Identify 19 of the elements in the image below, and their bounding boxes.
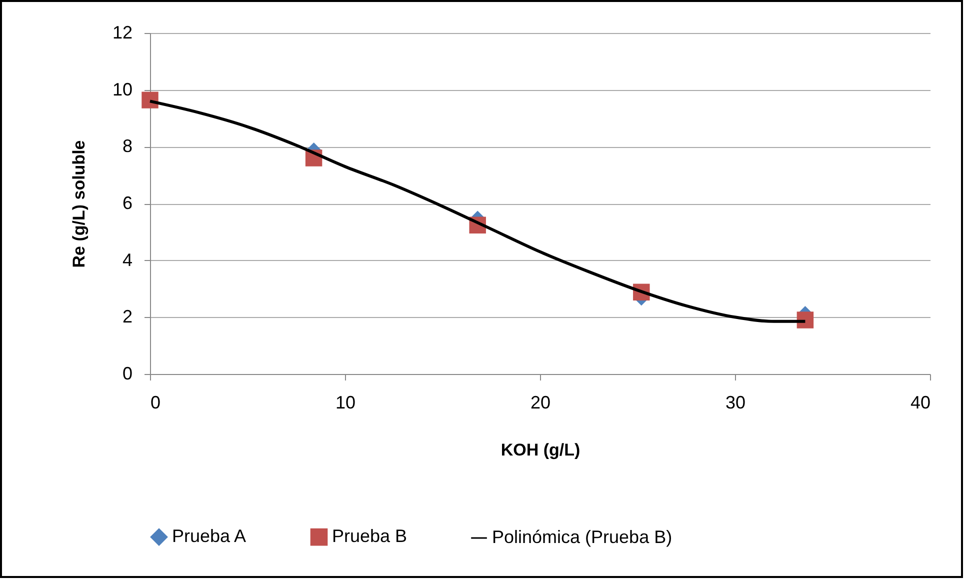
y-tick-label: 8 <box>122 136 132 156</box>
y-tick-label: 0 <box>122 364 132 384</box>
point <box>142 92 158 108</box>
legend-label: Polinómica (Prueba B) <box>492 527 672 547</box>
y-tick-label: 4 <box>122 250 132 270</box>
x-tick-label: 20 <box>530 392 551 412</box>
x-tick-label: 0 <box>150 392 161 412</box>
x-axis-title: KOH (g/L) <box>500 440 580 460</box>
y-tick-label: 12 <box>112 22 132 42</box>
x-tick-label: 30 <box>725 392 746 412</box>
x-tick-label: 40 <box>910 392 930 412</box>
legend-label: Prueba A <box>172 526 246 546</box>
point <box>796 312 814 328</box>
x-tick-label: 10 <box>335 392 356 412</box>
y-axis-title: Re (g/L) soluble <box>69 140 88 268</box>
y-tick-label: 6 <box>122 193 132 213</box>
legend-label: Prueba B <box>332 526 408 546</box>
y-tick-label: 2 <box>122 306 132 327</box>
y-tick-label: 10 <box>112 79 132 100</box>
